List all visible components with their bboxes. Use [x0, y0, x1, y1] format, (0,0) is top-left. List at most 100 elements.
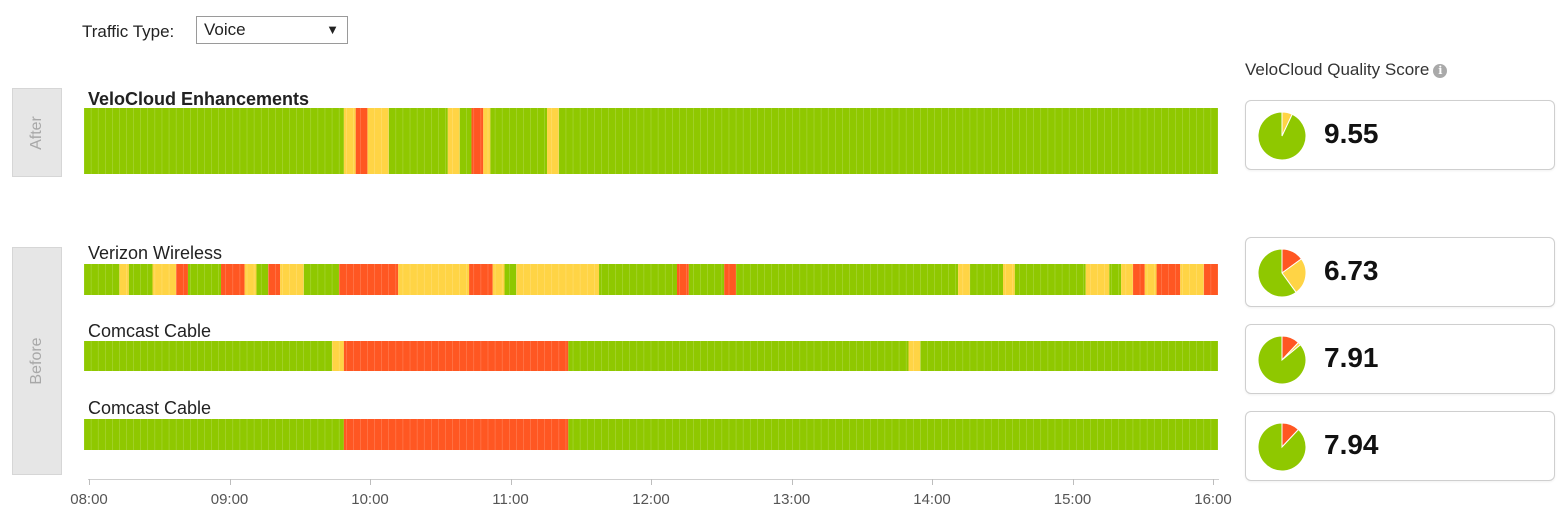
score-pie-comcast-2	[1257, 422, 1307, 472]
time-axis-tick	[1213, 479, 1214, 485]
traffic-type-value: Voice	[204, 20, 246, 39]
quality-bar-verizon[interactable]	[84, 264, 1218, 295]
quality-segment-good	[599, 264, 677, 295]
quality-segment-fair	[367, 108, 389, 174]
score-card-verizon: 6.73	[1245, 237, 1555, 307]
quality-segment-good	[736, 264, 959, 295]
quality-segment-good	[128, 264, 153, 295]
quality-segment-good	[558, 108, 1218, 174]
quality-segment-fair	[398, 264, 470, 295]
quality-segment-fair	[516, 264, 600, 295]
time-axis-label: 09:00	[210, 491, 249, 508]
score-value-verizon: 6.73	[1324, 255, 1379, 286]
quality-segment-poor	[221, 264, 245, 295]
quality-segment-good	[920, 341, 1218, 371]
time-axis-tick	[1072, 479, 1074, 485]
quality-segment-good	[688, 264, 725, 295]
pie-slice-good	[1257, 422, 1307, 472]
time-axis-tick	[651, 479, 652, 485]
quality-segment-good	[504, 264, 517, 295]
score-card-velocloud: 9.55	[1245, 100, 1555, 170]
quality-segment-good	[568, 341, 909, 371]
quality-segment-fair	[343, 108, 356, 174]
time-axis-label: 11:00	[492, 491, 529, 508]
triangle-down-icon: ▼	[326, 22, 339, 37]
quality-segment-fair	[332, 341, 344, 371]
quality-segment-good	[256, 264, 269, 295]
time-axis-tick	[89, 479, 90, 485]
quality-segment-poor	[1132, 264, 1145, 295]
time-axis-label: 16:00	[1194, 491, 1232, 508]
quality-score-header: VeloCloud Quality Score i	[1245, 60, 1448, 80]
quality-bar-velocloud[interactable]	[84, 108, 1218, 174]
quality-segment-poor	[471, 108, 484, 174]
time-axis-label: 08:00	[70, 491, 108, 508]
row-title-comcast-2: Comcast Cable	[88, 398, 212, 418]
quality-segment-good	[969, 264, 1004, 295]
quality-segment-fair	[483, 108, 491, 174]
time-axis-label: 14:00	[913, 491, 951, 508]
quality-segment-fair	[547, 108, 559, 174]
quality-segment-fair	[1121, 264, 1133, 295]
quality-segment-good	[303, 264, 340, 295]
time-axis-tick	[932, 479, 933, 485]
after-group-label: After	[12, 88, 62, 177]
score-value-comcast-1: 7.91	[1324, 342, 1379, 373]
quality-segment-fair	[1085, 264, 1110, 295]
quality-segment-fair	[244, 264, 257, 295]
quality-segment-fair	[447, 108, 460, 174]
quality-segment-good	[490, 108, 548, 174]
row-title-verizon: Verizon Wireless	[88, 243, 223, 263]
time-axis-label: 13:00	[772, 491, 811, 508]
quality-segment-good	[568, 419, 1218, 450]
quality-segment-good	[388, 108, 448, 174]
score-value-velocloud: 9.55	[1324, 118, 1379, 149]
quality-segment-poor	[469, 264, 493, 295]
pie-slice-good	[1257, 335, 1307, 385]
time-axis-label: 10:00	[351, 491, 389, 508]
info-icon[interactable]: i	[1433, 64, 1448, 78]
quality-segment-fair	[1180, 264, 1204, 295]
score-card-comcast-1: 7.91	[1245, 324, 1555, 394]
pie-slice-fair	[1281, 258, 1307, 294]
pie-slice-good	[1257, 111, 1307, 161]
quality-segment-poor	[724, 264, 737, 295]
score-card-comcast-2: 7.94	[1245, 411, 1555, 481]
time-axis-tick	[370, 479, 371, 485]
row-title-comcast-1: Comcast Cable	[88, 321, 212, 341]
quality-segment-good	[187, 264, 222, 295]
time-axis-tick	[510, 479, 512, 485]
quality-segment-good	[84, 264, 120, 295]
quality-segment-good	[84, 419, 344, 450]
traffic-type-select[interactable]: Voice ▼	[196, 16, 348, 44]
quality-segment-poor	[1203, 264, 1218, 295]
quality-segment-fair	[958, 264, 970, 295]
quality-segment-fair	[1003, 264, 1015, 295]
quality-segment-poor	[343, 341, 569, 371]
quality-segment-poor	[339, 264, 399, 295]
quality-segment-fair	[908, 341, 921, 371]
score-pie-velocloud	[1257, 111, 1307, 161]
quality-segment-good	[1109, 264, 1122, 295]
before-group-label: Before	[12, 247, 62, 475]
quality-segment-poor	[676, 264, 689, 295]
quality-bar-comcast-2[interactable]	[84, 419, 1218, 450]
quality-segment-fair	[152, 264, 177, 295]
time-axis-label: 12:00	[632, 491, 670, 508]
quality-segment-poor	[1156, 264, 1181, 295]
score-pie-comcast-1	[1257, 335, 1307, 385]
quality-segment-good	[84, 341, 333, 371]
quality-segment-good	[1014, 264, 1086, 295]
time-axis-tick	[229, 479, 231, 485]
score-pie-verizon	[1257, 248, 1307, 298]
score-value-comcast-2: 7.94	[1324, 429, 1379, 460]
time-axis-label: 15:00	[1053, 491, 1092, 508]
quality-bar-comcast-1[interactable]	[84, 341, 1218, 371]
quality-segment-fair	[1144, 264, 1157, 295]
quality-segment-poor	[343, 419, 569, 450]
row-title-velocloud: VeloCloud Enhancements	[88, 89, 310, 109]
quality-segment-fair	[119, 264, 129, 295]
quality-segment-good	[459, 108, 472, 174]
quality-segment-fair	[492, 264, 505, 295]
quality-segment-poor	[268, 264, 281, 295]
